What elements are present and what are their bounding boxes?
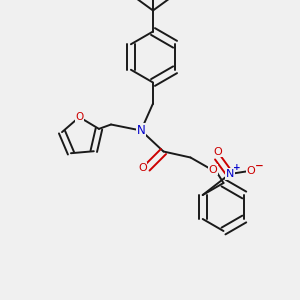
Text: O: O: [75, 112, 83, 122]
Text: +: +: [232, 163, 240, 172]
Text: N: N: [136, 124, 146, 137]
Text: O: O: [138, 163, 147, 173]
Text: O: O: [208, 164, 217, 175]
Text: N: N: [226, 169, 234, 179]
Text: O: O: [213, 146, 222, 157]
Text: −: −: [254, 160, 263, 171]
Text: O: O: [246, 166, 255, 176]
